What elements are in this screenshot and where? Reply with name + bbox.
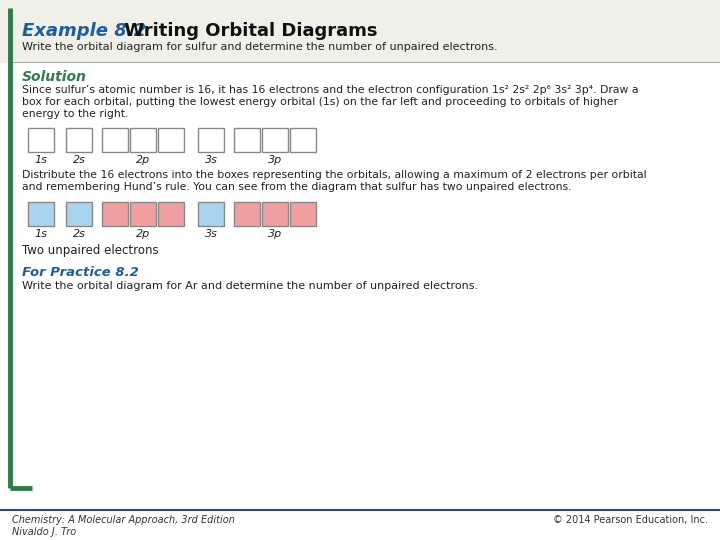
Text: Chemistry: A Molecular Approach, 3rd Edition: Chemistry: A Molecular Approach, 3rd Edi…	[12, 515, 235, 525]
Text: 3p: 3p	[268, 229, 282, 239]
Text: 3s: 3s	[204, 229, 217, 239]
Bar	[262, 202, 288, 226]
Bar	[102, 202, 128, 226]
Text: 2s: 2s	[73, 229, 86, 239]
Text: Writing Orbital Diagrams: Writing Orbital Diagrams	[118, 22, 377, 40]
Bar	[158, 128, 184, 152]
Bar	[262, 128, 288, 152]
Text: For Practice 8.2: For Practice 8.2	[22, 266, 139, 279]
Text: Write the orbital diagram for sulfur and determine the number of unpaired electr: Write the orbital diagram for sulfur and…	[22, 42, 498, 52]
Text: Nivaldo J. Tro: Nivaldo J. Tro	[12, 527, 76, 537]
Text: Distribute the 16 electrons into the boxes representing the orbitals, allowing a: Distribute the 16 electrons into the box…	[22, 170, 647, 180]
Text: Example 8.2: Example 8.2	[22, 22, 146, 40]
Text: energy to the right.: energy to the right.	[22, 109, 128, 119]
Text: box for each orbital, putting the lowest energy orbital (1s) on the far left and: box for each orbital, putting the lowest…	[22, 97, 618, 107]
Text: 1s: 1s	[35, 229, 48, 239]
Text: 2p: 2p	[136, 229, 150, 239]
Text: Solution: Solution	[22, 70, 87, 84]
Text: Two unpaired electrons: Two unpaired electrons	[22, 244, 158, 257]
Bar	[290, 128, 316, 152]
Bar	[158, 202, 184, 226]
Text: 3p: 3p	[268, 155, 282, 165]
Bar	[198, 128, 224, 152]
Bar	[198, 202, 224, 226]
Bar	[66, 202, 92, 226]
Bar	[130, 202, 156, 226]
Text: Since sulfur’s atomic number is 16, it has 16 electrons and the electron configu: Since sulfur’s atomic number is 16, it h…	[22, 85, 639, 95]
Text: 1s: 1s	[35, 155, 48, 165]
Text: © 2014 Pearson Education, Inc.: © 2014 Pearson Education, Inc.	[553, 515, 708, 525]
Bar	[28, 128, 54, 152]
Text: and remembering Hund’s rule. You can see from the diagram that sulfur has two un: and remembering Hund’s rule. You can see…	[22, 182, 572, 192]
Bar	[290, 202, 316, 226]
Bar	[130, 128, 156, 152]
Text: 3s: 3s	[204, 155, 217, 165]
Bar	[102, 128, 128, 152]
Bar	[0, 0, 720, 62]
Bar	[66, 128, 92, 152]
Bar	[28, 202, 54, 226]
Text: 2p: 2p	[136, 155, 150, 165]
Bar	[234, 128, 260, 152]
Text: 2s: 2s	[73, 155, 86, 165]
Text: Write the orbital diagram for Ar and determine the number of unpaired electrons.: Write the orbital diagram for Ar and det…	[22, 281, 478, 291]
Bar	[234, 202, 260, 226]
